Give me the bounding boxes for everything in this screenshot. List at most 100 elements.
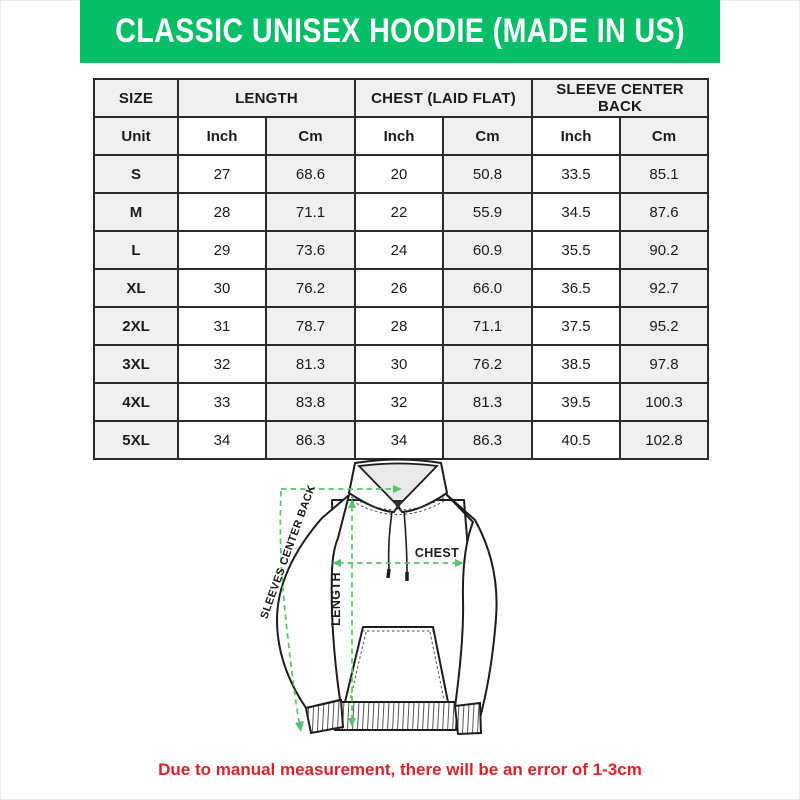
chest-measurement: CHEST (332, 546, 464, 567)
value-cell: 50.8 (441, 154, 534, 194)
value-cell: 60.9 (441, 230, 534, 270)
value-cell: 34.5 (531, 192, 622, 232)
left-cuff-rib (304, 698, 345, 735)
value-cell: 32 (354, 382, 444, 422)
value-cell: 34 (354, 420, 444, 460)
hoodie-hem-rib (330, 701, 460, 731)
value-cell: 85.1 (619, 154, 710, 194)
size-row: 4XL 33 83.8 32 81.3 39.5 100.3 (93, 382, 710, 422)
kangaroo-pocket (344, 626, 449, 703)
size-row: 2XL 31 78.7 28 71.1 37.5 95.2 (93, 306, 710, 346)
value-cell: 26 (354, 268, 444, 308)
pocket-stitching (349, 630, 445, 701)
value-cell: 32 (177, 344, 267, 384)
hoodie-illustration (276, 458, 498, 736)
value-cell: 37.5 (531, 306, 622, 346)
value-cell: 30 (354, 344, 444, 384)
value-cell: 36.5 (531, 268, 622, 308)
value-cell: 30 (177, 268, 267, 308)
value-cell: 28 (354, 306, 444, 346)
drawstring-right (403, 510, 408, 574)
size-cell: L (93, 230, 179, 270)
value-cell: 55.9 (441, 192, 534, 232)
value-cell: 71.1 (265, 192, 356, 232)
value-cell: 35.5 (531, 230, 622, 270)
table-body: Unit Inch Cm Inch Cm Inch Cm S 27 68.6 20 50.8 33.5 8… (93, 116, 710, 460)
sleeve-arrow-neck (393, 485, 402, 493)
drawstring-aglet-left (386, 568, 391, 579)
sleeve-line-diagonal (279, 490, 300, 723)
value-cell: 102.8 (619, 420, 710, 460)
value-cell: 92.7 (619, 268, 710, 308)
page-title: CLASSIC UNISEX HOODIE (MADE IN US) (115, 12, 685, 50)
value-cell: 40.5 (531, 420, 622, 460)
chest-arrow-left (332, 559, 341, 567)
unit-label-cell: Unit (93, 116, 179, 156)
size-cell: S (93, 154, 179, 194)
size-row: XL 30 76.2 26 66.0 36.5 92.7 (93, 268, 710, 308)
value-cell: 71.1 (441, 306, 534, 346)
size-row: L 29 73.6 24 60.9 35.5 90.2 (93, 230, 710, 270)
value-cell: 31 (177, 306, 267, 346)
value-cell: 34 (177, 420, 267, 460)
column-header-length: LENGTH (177, 78, 356, 118)
unit-cell: Cm (441, 116, 534, 156)
value-cell: 68.6 (265, 154, 356, 194)
size-chart-table: SIZE LENGTH CHEST (LAID FLAT) SLEEVE CEN… (93, 78, 710, 460)
value-cell: 38.5 (531, 344, 622, 384)
title-banner: CLASSIC UNISEX HOODIE (MADE IN US) (80, 0, 720, 63)
value-cell: 97.8 (619, 344, 710, 384)
size-cell: 5XL (93, 420, 179, 460)
size-cell: M (93, 192, 179, 232)
hoodie-measurement-diagram: CHEST LENGTH SLEEVES CENTER BACK (250, 450, 560, 760)
unit-cell: Inch (354, 116, 444, 156)
column-group-row: SIZE LENGTH CHEST (LAID FLAT) SLEEVE CEN… (93, 78, 710, 118)
value-cell: 100.3 (619, 382, 710, 422)
unit-row: Unit Inch Cm Inch Cm Inch Cm (93, 116, 710, 156)
value-cell: 76.2 (265, 268, 356, 308)
value-cell: 66.0 (441, 268, 534, 308)
column-header-size: SIZE (93, 78, 179, 118)
value-cell: 20 (354, 154, 444, 194)
value-cell: 76.2 (441, 344, 534, 384)
size-cell: XL (93, 268, 179, 308)
drawstring-left (387, 510, 393, 571)
size-cell: 4XL (93, 382, 179, 422)
value-cell: 28 (177, 192, 267, 232)
value-cell: 27 (177, 154, 267, 194)
sleeve-arrow-cuff (295, 721, 304, 732)
length-arrow-top (348, 499, 356, 508)
value-cell: 86.3 (265, 420, 356, 460)
value-cell: 81.3 (441, 382, 534, 422)
size-row: S 27 68.6 20 50.8 33.5 85.1 (93, 154, 710, 194)
measurement-disclaimer: Due to manual measurement, there will be… (158, 760, 642, 779)
chest-arrow-right (455, 559, 464, 567)
hoodie-diagram-svg: CHEST LENGTH SLEEVES CENTER BACK (258, 458, 498, 736)
column-header-chest: CHEST (LAID FLAT) (353, 78, 534, 118)
collar-stitching (350, 496, 446, 515)
value-cell: 22 (354, 192, 444, 232)
unit-cell: Inch (177, 116, 267, 156)
chest-label: CHEST (415, 546, 459, 560)
value-cell: 95.2 (619, 306, 710, 346)
value-cell: 87.6 (619, 192, 710, 232)
hood-notch (393, 500, 403, 510)
size-cell: 2XL (93, 306, 179, 346)
unit-cell: Cm (619, 116, 710, 156)
value-cell: 83.8 (265, 382, 356, 422)
value-cell: 29 (177, 230, 267, 270)
value-cell: 73.6 (265, 230, 356, 270)
value-cell: 86.3 (441, 420, 534, 460)
value-cell: 90.2 (619, 230, 710, 270)
size-row: 3XL 32 81.3 30 76.2 38.5 97.8 (93, 344, 710, 384)
value-cell: 33.5 (531, 154, 622, 194)
value-cell: 39.5 (531, 382, 622, 422)
length-label: LENGTH (329, 572, 343, 626)
table-header: SIZE LENGTH CHEST (LAID FLAT) SLEEVE CEN… (93, 78, 710, 118)
size-row: M 28 71.1 22 55.9 34.5 87.6 (93, 192, 710, 232)
value-cell: 81.3 (265, 344, 356, 384)
size-cell: 3XL (93, 344, 179, 384)
unit-cell: Cm (265, 116, 356, 156)
unit-cell: Inch (531, 116, 622, 156)
